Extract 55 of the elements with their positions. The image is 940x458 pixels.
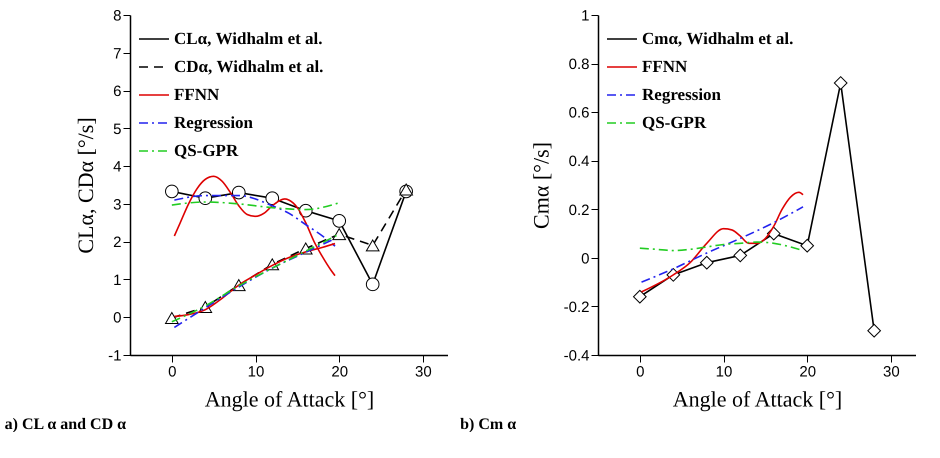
- x-tick-label: 10: [716, 364, 732, 380]
- y-tick-label: 3: [113, 196, 122, 214]
- y-tick-label: 4: [113, 158, 122, 176]
- legend-label: CLα, Widhalm et al.: [174, 29, 322, 48]
- point: [332, 214, 346, 228]
- line-series: [640, 206, 804, 283]
- x-tick-label: 30: [415, 364, 432, 380]
- x-tick-label: 20: [331, 364, 348, 380]
- point: [265, 191, 280, 206]
- x-axis-title: Angle of Attack [°]: [204, 386, 374, 412]
- y-tick-label: 7: [113, 45, 122, 62]
- x-axis-title: Angle of Attack [°]: [672, 386, 842, 412]
- point: [198, 191, 212, 206]
- point: [700, 256, 714, 270]
- legend-label: QS-GPR: [174, 141, 239, 160]
- legend-label: Cmα, Widhalm et al.: [642, 29, 794, 48]
- x-tick-label: 20: [799, 364, 816, 380]
- legend-label: QS-GPR: [642, 113, 707, 132]
- y-axis-title: Cmα [°/s]: [528, 142, 554, 229]
- point: [366, 278, 380, 292]
- point: [800, 238, 814, 253]
- point: [834, 76, 848, 90]
- legend-label: CDα, Widhalm et al.: [174, 57, 324, 76]
- y-tick-label: 0.8: [568, 56, 590, 74]
- point: [733, 248, 748, 262]
- y-tick-label: 0.4: [568, 153, 590, 170]
- y-tick-label: 0.2: [568, 202, 590, 219]
- point: [633, 290, 647, 304]
- point: [332, 228, 346, 240]
- y-tick-label: 0: [113, 310, 122, 327]
- x-tick-label: 10: [248, 364, 264, 380]
- y-tick-label: 6: [113, 83, 122, 100]
- y-tick-label: 0: [581, 250, 590, 268]
- y-tick-label: 1: [113, 272, 122, 289]
- y-tick-label: 0.6: [568, 104, 590, 122]
- point: [165, 184, 179, 198]
- y-tick-label: 8: [113, 8, 122, 24]
- point: [366, 239, 380, 252]
- y-tick-label: -1: [108, 348, 122, 364]
- point: [867, 324, 881, 338]
- point: [232, 186, 246, 200]
- y-axis-title: CLα, CDα [°/s]: [73, 117, 98, 254]
- x-tick-label: 0: [168, 364, 177, 380]
- legend-label: FFNN: [174, 85, 220, 104]
- y-tick-label: 5: [113, 120, 122, 138]
- y-tick-label: 1: [581, 8, 590, 24]
- x-tick-label: 30: [883, 364, 900, 380]
- y-tick-label: -0.2: [564, 298, 590, 316]
- legend-label: Regression: [174, 113, 254, 132]
- legend-label: FFNN: [642, 57, 688, 76]
- y-tick-label: 2: [113, 234, 122, 252]
- legend-label: Regression: [642, 85, 722, 104]
- x-tick-label: 0: [636, 364, 645, 380]
- y-tick-label: -0.4: [564, 348, 590, 364]
- point: [399, 184, 413, 196]
